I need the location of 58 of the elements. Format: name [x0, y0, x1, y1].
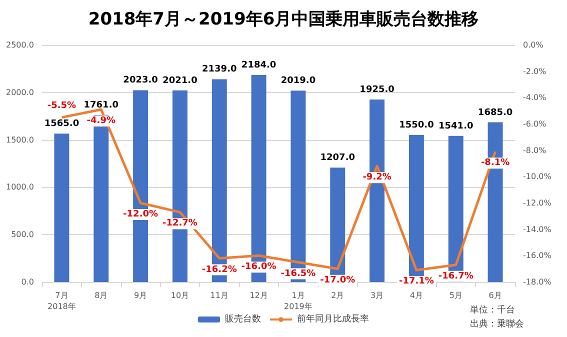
y-tick-label: 1500.0	[6, 135, 34, 144]
data-label: 1761.0	[84, 100, 118, 111]
x-tick-label: 4月	[410, 291, 424, 300]
y-tick-label: 2000.0	[6, 88, 34, 97]
y-tick-label: 2500.0	[6, 40, 34, 50]
data-label: -16.0%	[241, 262, 276, 272]
data-label: 2139.0	[202, 64, 237, 75]
x-tick-label: 11月	[210, 291, 228, 300]
data-label: 1550.0	[399, 120, 434, 131]
y2-tick-label: -12.0%	[523, 198, 552, 208]
data-label: 2021.0	[162, 76, 198, 86]
x-tick-label: 6月	[488, 291, 502, 300]
data-label: 2019.0	[280, 76, 316, 86]
data-label: -16.7%	[438, 271, 474, 282]
x-tick-label: 12月	[250, 291, 268, 300]
data-label: 1207.0	[320, 153, 355, 164]
data-label: -12.0%	[123, 210, 158, 220]
x-tick-label: 9月	[134, 291, 148, 300]
y-tick-label: 0.0	[21, 278, 34, 286]
y2-tick-label: 0.0%	[523, 40, 544, 50]
data-label: -16.2%	[202, 264, 237, 275]
x-tick-label: 2月	[331, 291, 344, 300]
data-label: -16.5%	[280, 268, 316, 279]
data-label: 1925.0	[360, 85, 394, 96]
bar	[54, 134, 70, 282]
data-label: 1685.0	[478, 108, 513, 118]
y2-tick-label: -6.0%	[523, 120, 547, 128]
y-tick-label: 500.0	[11, 230, 34, 240]
data-label: -9.2%	[362, 172, 392, 183]
source-note: 出典：乗聯会	[470, 318, 524, 330]
data-label: -17.1%	[398, 276, 434, 287]
y-tick-label: 1000.0	[6, 182, 34, 192]
legend-label: 前年同月比成長率	[297, 314, 369, 324]
data-label: -12.7%	[162, 218, 198, 229]
data-label: -8.1%	[480, 158, 510, 168]
x-tick-label: 3月	[370, 291, 384, 300]
y2-tick-label: -4.0%	[523, 93, 547, 102]
y2-tick-label: -2.0%	[523, 66, 547, 76]
y2-tick-label: -18.0%	[523, 278, 552, 286]
data-label: -4.9%	[86, 116, 116, 126]
x-tick-label: 5月	[449, 291, 462, 300]
data-label: -5.5%	[47, 100, 76, 111]
data-label: 2023.0	[123, 76, 158, 86]
legend-label: 販売台数	[225, 314, 261, 324]
chart-title: 2018年7月～2019年6月中国乗用車販売台数推移	[88, 10, 479, 30]
data-label: 2184.0	[241, 60, 276, 70]
text: 単位：千台	[470, 304, 515, 316]
data-label: 1565.0	[44, 119, 80, 130]
data-label: -17.0%	[320, 275, 356, 286]
data-label: 1541.0	[438, 121, 474, 132]
x-tick-label: 7月 2018年	[48, 291, 76, 311]
y2-tick-label: -16.0%	[523, 251, 552, 260]
y2-tick-label: -10.0%	[523, 172, 552, 182]
x-tick-label: 10月	[170, 291, 190, 300]
y2-tick-label: -14.0%	[523, 224, 552, 234]
y2-tick-label: -8.0%	[523, 146, 547, 155]
x-tick-label: 8月	[94, 291, 108, 300]
x-tick-label: 1月 2019年	[284, 291, 312, 311]
